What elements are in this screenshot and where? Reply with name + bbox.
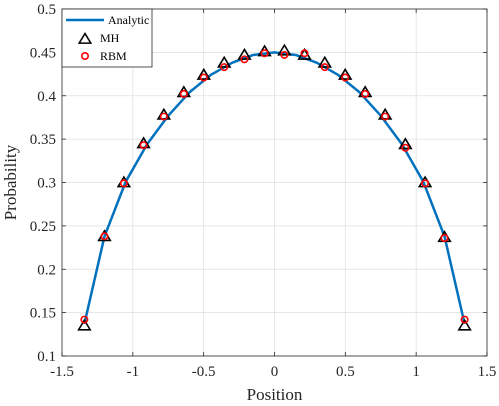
legend-label: MH — [100, 31, 120, 45]
y-tick-label: 0.25 — [30, 219, 56, 235]
grid — [62, 9, 487, 356]
legend-label: Analytic — [108, 13, 149, 27]
x-tick-label: 1.5 — [478, 364, 497, 380]
x-axis-label: Position — [247, 385, 303, 404]
rbm-point — [421, 179, 430, 188]
y-tick-label: 0.1 — [37, 349, 56, 365]
rbm-point — [440, 234, 449, 243]
rbm-point — [300, 49, 309, 58]
rbm-point — [280, 50, 289, 59]
rbm-point — [179, 90, 188, 99]
y-axis-label: Probability — [1, 144, 20, 220]
y-tick-label: 0.5 — [37, 2, 56, 18]
x-tick-label: 0.5 — [336, 364, 355, 380]
rbm-point — [139, 141, 148, 150]
rbm-point — [260, 49, 269, 58]
y-tick-label: 0.45 — [30, 45, 56, 61]
rbm-point — [119, 179, 128, 188]
legend: Analytic MH RBM — [61, 8, 153, 68]
rbm-point — [159, 112, 168, 121]
mh-point — [277, 43, 292, 56]
legend-triangle-swatch — [77, 31, 93, 44]
rbm-point — [100, 232, 109, 241]
legend-box — [61, 8, 153, 68]
mh-point — [77, 318, 92, 331]
rbm-point — [381, 112, 390, 121]
mh-point — [457, 318, 472, 331]
y-tick-label: 0.35 — [30, 132, 56, 148]
mh-point — [317, 55, 332, 68]
x-tick-label: 0 — [271, 364, 279, 380]
mh-point — [338, 67, 353, 80]
y-tick-label: 0.2 — [37, 262, 56, 278]
y-tick-label: 0.3 — [37, 176, 56, 192]
rbm-point — [341, 73, 350, 82]
y-tick-label: 0.15 — [30, 306, 56, 322]
ticks: -1.5 -1 -0.5 0 0.5 1 1.5 0.1 0.15 0.2 0.25 0.3 0.35 0… — [30, 2, 497, 380]
mh-point — [196, 67, 211, 80]
rbm-point — [80, 315, 89, 324]
legend-label: RBM — [100, 49, 127, 63]
rbm-point — [460, 315, 469, 324]
rbm-point — [401, 143, 410, 152]
mh-point — [217, 55, 232, 68]
x-tick-label: 1 — [412, 364, 420, 380]
rbm-point — [199, 73, 208, 82]
x-tick-label: -0.5 — [192, 364, 216, 380]
rbm-point — [320, 63, 329, 72]
series-layer — [77, 43, 472, 331]
rbm-point — [240, 55, 249, 64]
legend-circle-swatch — [81, 51, 90, 60]
mh-point — [398, 137, 413, 150]
x-tick-label: -1 — [127, 364, 140, 380]
rbm-point — [220, 63, 229, 72]
y-tick-label: 0.4 — [37, 89, 56, 105]
rbm-point — [361, 90, 370, 99]
mh-point — [237, 47, 252, 60]
x-tick-label: -1.5 — [50, 364, 74, 380]
